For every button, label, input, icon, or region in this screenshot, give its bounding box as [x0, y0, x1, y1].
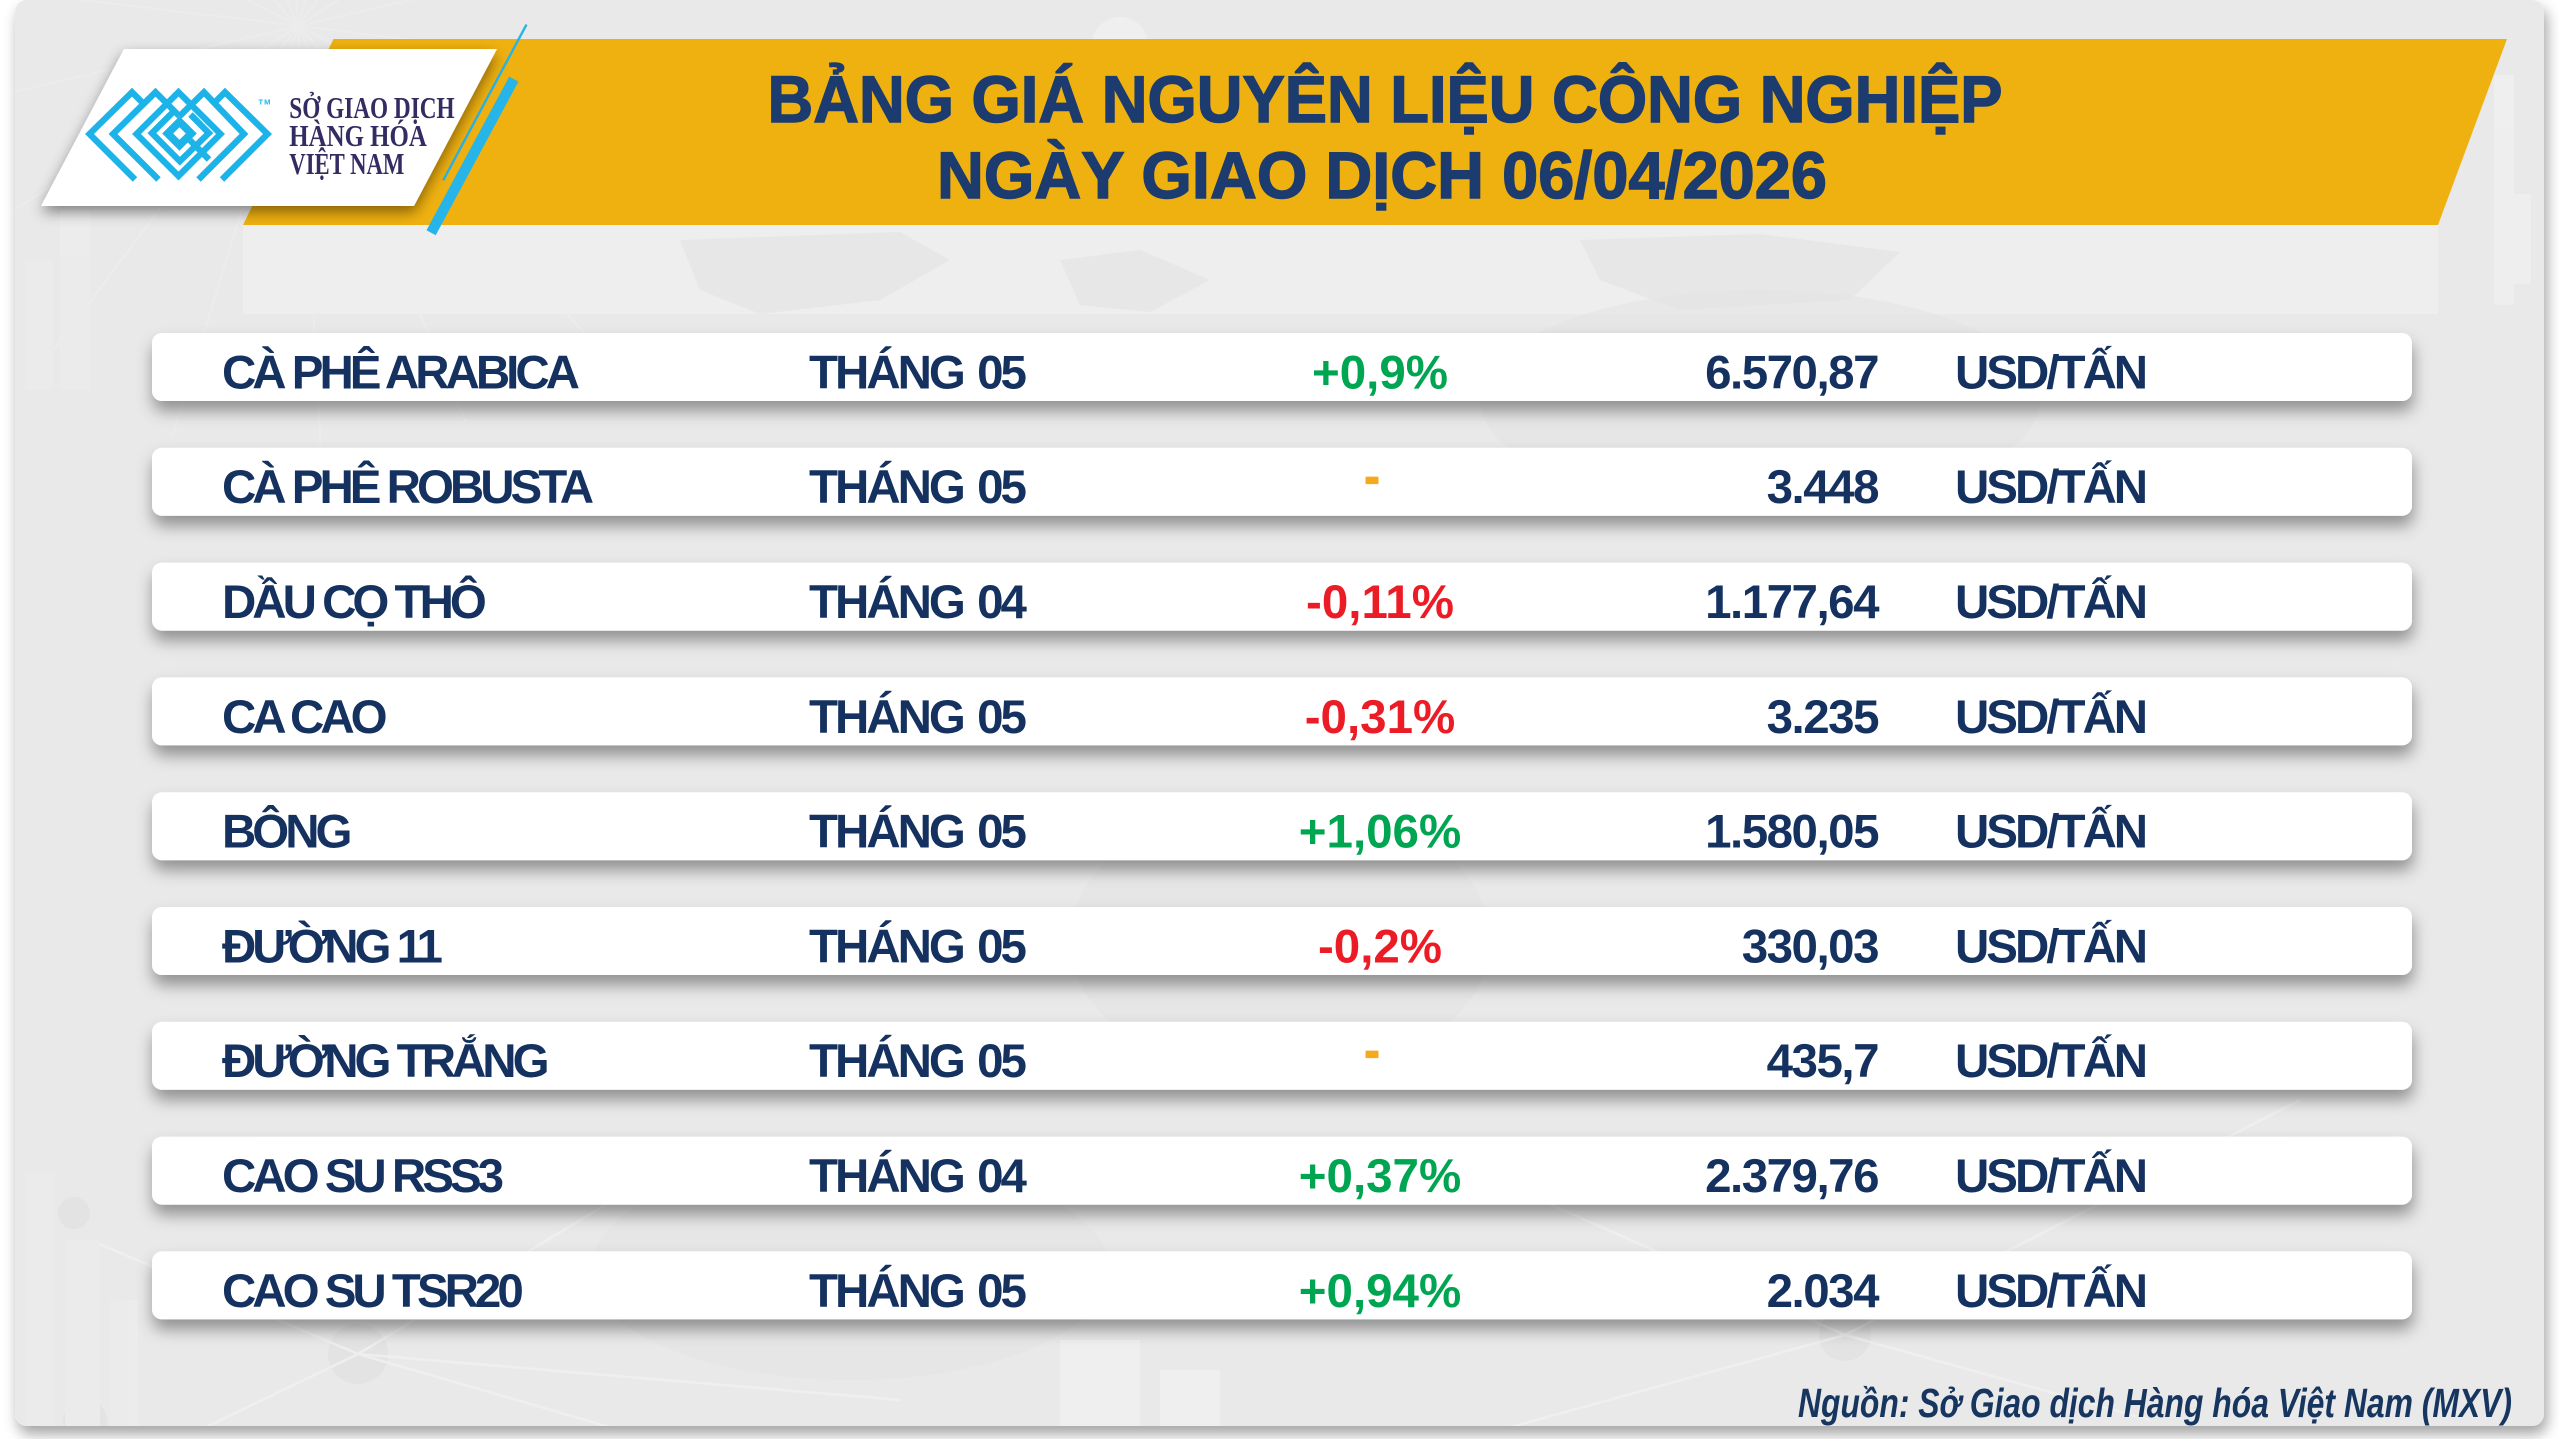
- svg-text:-0,31%: -0,31%: [1305, 691, 1456, 744]
- svg-text:3.235: 3.235: [1767, 691, 1879, 744]
- svg-text:BẢNG GIÁ NGUYÊN LIỆU CÔNG NGHI: BẢNG GIÁ NGUYÊN LIỆU CÔNG NGHIỆP: [768, 62, 2003, 136]
- svg-text:-0,2%: -0,2%: [1318, 920, 1442, 973]
- svg-text:THÁNG 05: THÁNG 05: [809, 919, 1026, 973]
- svg-text:THÁNG 04: THÁNG 04: [809, 1149, 1027, 1203]
- svg-text:+0,37%: +0,37%: [1299, 1150, 1461, 1203]
- svg-text:-0,11%: -0,11%: [1306, 576, 1454, 629]
- svg-text:ĐƯỜNG 11: ĐƯỜNG 11: [222, 918, 442, 973]
- svg-text:DẦU CỌ THÔ: DẦU CỌ THÔ: [222, 574, 485, 629]
- svg-text:330,03: 330,03: [1742, 920, 1878, 973]
- svg-text:6.570,87: 6.570,87: [1705, 346, 1878, 399]
- svg-text:USD/TẤN: USD/TẤN: [1955, 1034, 2146, 1088]
- svg-text:1.177,64: 1.177,64: [1705, 576, 1880, 629]
- svg-text:435,7: 435,7: [1767, 1035, 1878, 1088]
- svg-text:BÔNG: BÔNG: [222, 804, 350, 859]
- svg-text:+0,94%: +0,94%: [1299, 1265, 1461, 1318]
- svg-text:CÀ PHÊ ARABICA: CÀ PHÊ ARABICA: [222, 344, 580, 399]
- svg-text:CAO SU TSR20: CAO SU TSR20: [222, 1265, 522, 1318]
- svg-text:THÁNG 05: THÁNG 05: [809, 345, 1026, 399]
- svg-text:+1,06%: +1,06%: [1299, 806, 1461, 859]
- svg-text:VIỆT NAM: VIỆT NAM: [289, 146, 404, 181]
- svg-text:THÁNG 05: THÁNG 05: [809, 690, 1026, 744]
- svg-text:+0,9%: +0,9%: [1312, 346, 1448, 399]
- svg-text:USD/TẤN: USD/TẤN: [1955, 345, 2146, 399]
- svg-text:USD/TẤN: USD/TẤN: [1955, 1264, 2146, 1318]
- svg-text:THÁNG 05: THÁNG 05: [809, 1264, 1026, 1318]
- svg-text:NGÀY GIAO DỊCH 06/04/2026: NGÀY GIAO DỊCH 06/04/2026: [937, 138, 1827, 212]
- svg-text:THÁNG 05: THÁNG 05: [809, 1034, 1026, 1088]
- svg-text:SỞ GIAO DỊCH: SỞ GIAO DỊCH: [289, 90, 454, 125]
- svg-text:CA CAO: CA CAO: [222, 691, 386, 744]
- svg-text:CÀ PHÊ ROBUSTA: CÀ PHÊ ROBUSTA: [222, 459, 594, 514]
- svg-text:2.034: 2.034: [1767, 1265, 1880, 1318]
- svg-text:THÁNG 05: THÁNG 05: [809, 805, 1026, 859]
- svg-text:THÁNG 05: THÁNG 05: [809, 460, 1026, 514]
- svg-text:1.580,05: 1.580,05: [1705, 806, 1879, 859]
- svg-text:THÁNG 04: THÁNG 04: [809, 575, 1027, 629]
- svg-text:Nguồn: Sở Giao dịch Hàng hóa V: Nguồn: Sở Giao dịch Hàng hóa Việt Nam (M…: [1798, 1380, 2512, 1426]
- svg-text:USD/TẤN: USD/TẤN: [1955, 460, 2146, 514]
- svg-text:TM: TM: [259, 98, 272, 107]
- svg-text:USD/TẤN: USD/TẤN: [1955, 919, 2146, 973]
- svg-text:USD/TẤN: USD/TẤN: [1955, 805, 2146, 859]
- svg-text:USD/TẤN: USD/TẤN: [1955, 575, 2146, 629]
- svg-text:USD/TẤN: USD/TẤN: [1955, 690, 2146, 744]
- svg-text:USD/TẤN: USD/TẤN: [1955, 1149, 2146, 1203]
- svg-text:ĐƯỜNG TRẮNG: ĐƯỜNG TRẮNG: [222, 1033, 547, 1088]
- svg-text:3.448: 3.448: [1767, 461, 1878, 514]
- svg-text:2.379,76: 2.379,76: [1705, 1150, 1878, 1203]
- svg-text:HÀNG HÓA: HÀNG HÓA: [289, 118, 427, 153]
- svg-text:CAO SU RSS3: CAO SU RSS3: [222, 1150, 503, 1203]
